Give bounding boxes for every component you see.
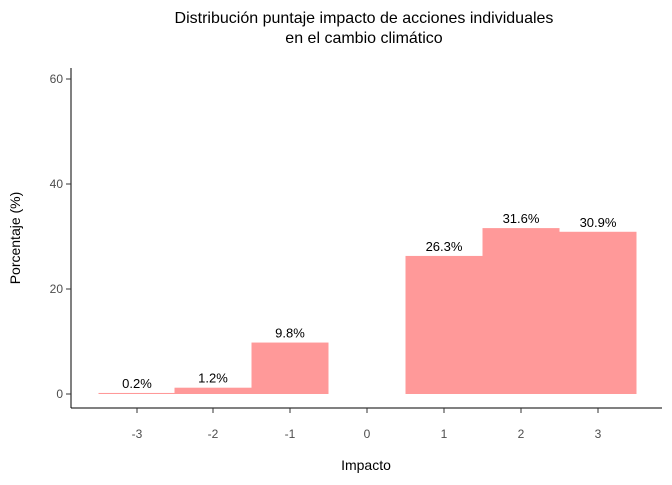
y-axis-title: Porcentaje (%) xyxy=(7,192,23,285)
bar-label-2: 31.6% xyxy=(503,211,540,226)
y-tick-label-0: 0 xyxy=(56,387,63,401)
bar-labels-group: 0.2% 1.2% 9.8% 26.3% 31.6% 30.9% xyxy=(122,211,617,391)
bar-label--3: 0.2% xyxy=(122,376,152,391)
bar-2 xyxy=(482,228,560,394)
bar-3 xyxy=(559,231,637,394)
y-tick-label-40: 40 xyxy=(50,177,64,191)
bar-label-1: 26.3% xyxy=(426,239,463,254)
x-tick-label--1: -1 xyxy=(285,427,296,441)
x-tick-label-2: 2 xyxy=(518,427,525,441)
bar--3 xyxy=(98,392,176,394)
x-axis-title: Impacto xyxy=(341,457,391,473)
y-tick-label-60: 60 xyxy=(50,72,64,86)
x-tick-label-3: 3 xyxy=(595,427,602,441)
y-ticks-group: 0 20 40 60 xyxy=(50,72,71,401)
x-tick-label--2: -2 xyxy=(208,427,219,441)
x-tick-label--3: -3 xyxy=(132,427,143,441)
x-tick-label-1: 1 xyxy=(441,427,448,441)
bar-1 xyxy=(405,255,483,394)
bar--1 xyxy=(251,342,329,394)
x-tick-label-0: 0 xyxy=(364,427,371,441)
chart-title-line-1: Distribución puntaje impacto de acciones… xyxy=(175,10,554,27)
y-tick-label-20: 20 xyxy=(50,282,64,296)
bar-label-3: 30.9% xyxy=(580,215,617,230)
bars-group xyxy=(98,228,637,394)
bar-label--2: 1.2% xyxy=(198,371,228,386)
bar-label--1: 9.8% xyxy=(275,326,305,341)
chart-title-line-2: en el cambio climático xyxy=(285,30,443,47)
bar--2 xyxy=(174,387,252,394)
x-ticks-group: -3 -2 -1 0 1 2 3 xyxy=(132,408,602,441)
